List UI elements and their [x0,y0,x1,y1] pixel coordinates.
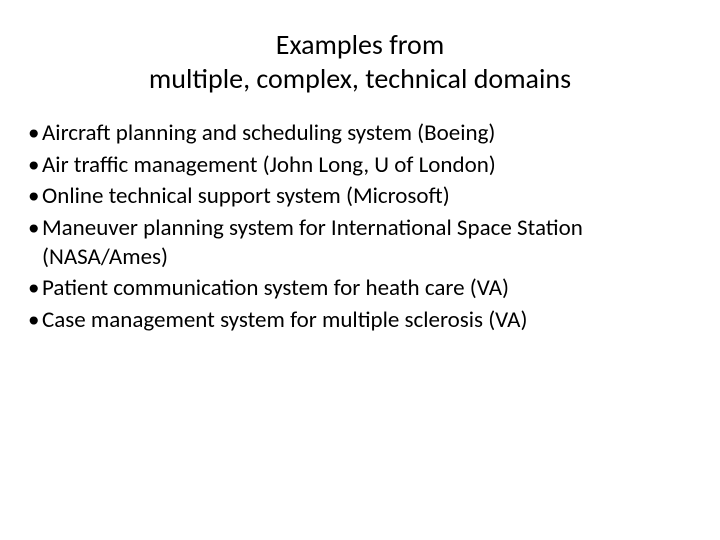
list-item: • Case management system for multiple sc… [28,306,710,335]
title-line-1: Examples from [276,27,444,62]
title-line-2: multiple, complex, technical domains [149,61,571,96]
list-item: • Aircraft planning and scheduling syste… [28,119,710,148]
slide: Examples from multiple, complex, technic… [0,0,720,540]
list-item: • Online technical support system (Micro… [28,182,710,211]
bullet-text: Aircraft planning and scheduling system … [42,119,710,148]
slide-title: Examples from multiple, complex, technic… [0,0,720,119]
bullet-icon: • [28,274,42,303]
bullet-text: Maneuver planning system for Internation… [42,214,710,273]
bullet-text: Air traffic management (John Long, U of … [42,151,710,180]
bullet-icon: • [28,151,42,180]
list-item: • Air traffic management (John Long, U o… [28,151,710,180]
bullet-icon: • [28,119,42,148]
bullet-text: Online technical support system (Microso… [42,182,710,211]
list-item: • Maneuver planning system for Internati… [28,214,710,273]
bullet-text: Case management system for multiple scle… [42,306,710,335]
bullet-text: Patient communication system for heath c… [42,274,710,303]
bullet-list: • Aircraft planning and scheduling syste… [0,119,720,335]
bullet-icon: • [28,182,42,211]
bullet-icon: • [28,214,42,243]
list-item: • Patient communication system for heath… [28,274,710,303]
bullet-icon: • [28,306,42,335]
